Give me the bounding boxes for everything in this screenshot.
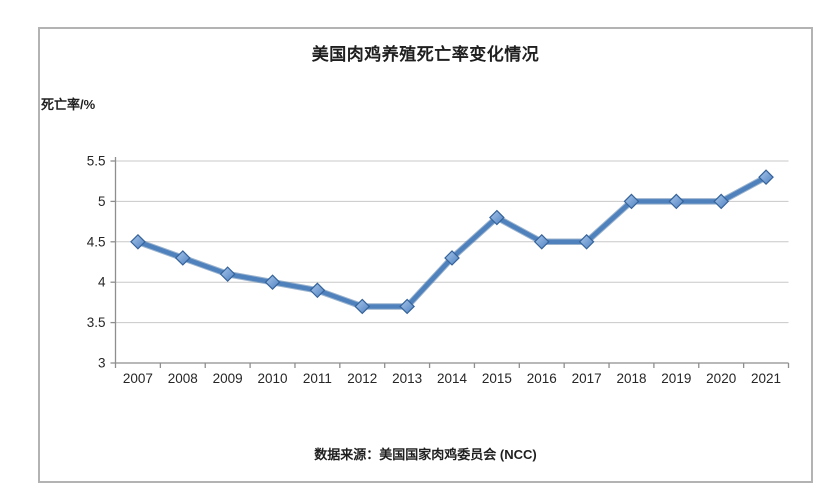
x-tick-label: 2014 (437, 371, 468, 386)
x-tick-label: 2008 (168, 371, 198, 386)
x-tick-label: 2011 (303, 371, 332, 386)
data-point-marker (264, 274, 281, 291)
data-point-marker (309, 282, 326, 299)
data-point-marker (578, 233, 595, 250)
y-tick-label: 5.5 (87, 154, 106, 169)
data-point-marker (444, 250, 460, 266)
x-tick-label: 2017 (572, 371, 602, 386)
data-point-marker (533, 233, 550, 250)
data-point-marker (758, 169, 774, 186)
y-tick-label: 4 (98, 275, 106, 290)
x-tick-label: 2016 (527, 371, 557, 386)
x-tick-label: 2009 (213, 371, 243, 386)
data-point-marker (399, 298, 415, 315)
source-note: 数据来源：美国国家肉鸡委员会 (NCC) (314, 447, 537, 462)
x-tick-label: 2007 (123, 371, 153, 386)
data-point-marker (623, 193, 640, 210)
x-tick-label: 2018 (616, 371, 646, 386)
x-tick-label: 2019 (661, 371, 691, 386)
data-point-marker (668, 193, 685, 210)
y-tick-label: 5 (98, 194, 106, 209)
data-point-marker (219, 266, 236, 282)
y-tick-label: 3 (98, 356, 106, 371)
data-point-marker (130, 233, 146, 250)
data-point-marker (174, 250, 191, 266)
y-axis-label: 死亡率/% (41, 97, 96, 112)
x-tick-label: 2012 (347, 371, 377, 386)
x-tick-label: 2010 (258, 371, 288, 386)
y-tick-label: 4.5 (87, 234, 106, 249)
chart-title: 美国肉鸡养殖死亡率变化情况 (311, 45, 540, 64)
data-point-marker (489, 209, 505, 226)
data-point-marker (713, 193, 730, 210)
data-point-marker (354, 298, 371, 315)
x-tick-label: 2021 (751, 371, 781, 386)
y-tick-label: 3.5 (87, 315, 106, 330)
x-tick-label: 2015 (482, 371, 512, 386)
x-tick-label: 2020 (706, 371, 736, 386)
x-tick-label: 2013 (392, 371, 422, 386)
